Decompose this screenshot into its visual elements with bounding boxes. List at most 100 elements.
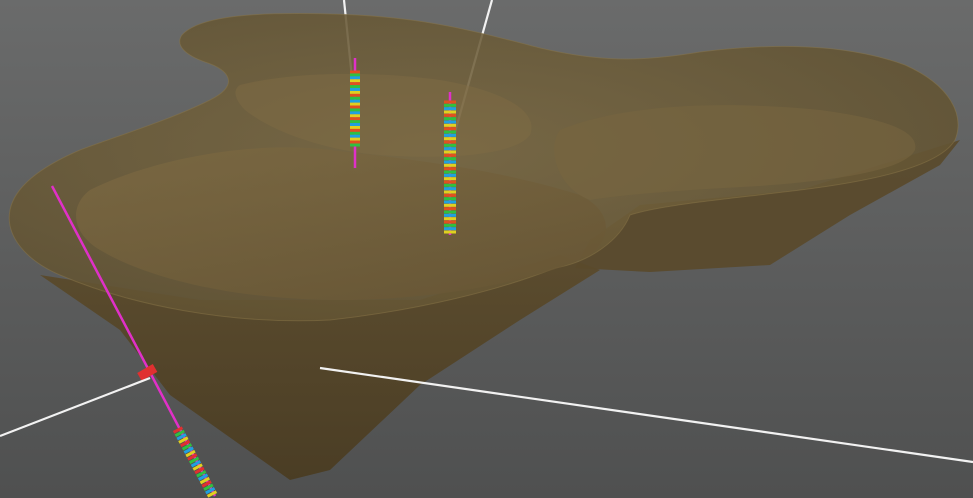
borehole-interval-marker bbox=[350, 82, 360, 86]
borehole-interval-marker bbox=[181, 443, 193, 451]
borehole-interval-marker bbox=[350, 137, 360, 141]
borehole-interval-marker bbox=[350, 111, 360, 115]
borehole-interval-marker bbox=[444, 187, 456, 191]
borehole-interval-marker bbox=[444, 140, 456, 144]
borehole-interval-marker bbox=[350, 88, 360, 92]
borehole-interval-marker bbox=[350, 79, 360, 83]
borehole-interval-marker bbox=[444, 153, 456, 157]
borehole-interval-marker bbox=[196, 470, 207, 478]
excavation-surface[interactable] bbox=[8, 12, 960, 480]
borehole-interval-marker bbox=[350, 73, 360, 77]
borehole-interval-marker bbox=[176, 433, 187, 441]
borehole-interval-marker bbox=[444, 213, 456, 217]
surface-inner-basin-left bbox=[235, 73, 532, 157]
borehole-interval-marker bbox=[444, 173, 456, 177]
borehole-interval-marker bbox=[183, 446, 194, 454]
borehole-interval-marker bbox=[350, 85, 360, 89]
borehole-interval-marker bbox=[206, 490, 218, 498]
borehole-interval-marker bbox=[444, 133, 456, 137]
borehole-interval-marker bbox=[190, 460, 202, 468]
borehole-interval-marker bbox=[350, 93, 360, 97]
borehole-interval-marker bbox=[444, 203, 456, 207]
borehole-interval-marker bbox=[174, 429, 185, 438]
borehole-interval-marker bbox=[350, 90, 360, 94]
borehole-interval-marker bbox=[444, 100, 456, 104]
borehole-interval-marker bbox=[444, 163, 456, 167]
borehole-interval-marker bbox=[444, 207, 456, 211]
borehole-interval-marker bbox=[350, 96, 360, 100]
surface-cone-underside bbox=[40, 255, 600, 480]
reference-line-bottom-right bbox=[319, 366, 973, 464]
borehole-interval-marker bbox=[444, 210, 456, 214]
reference-lines-front bbox=[0, 366, 973, 464]
surface-inner-pit bbox=[76, 147, 607, 300]
borehole-interval-marker bbox=[444, 157, 456, 161]
borehole-interval-marker bbox=[350, 140, 360, 144]
borehole-interval-marker bbox=[350, 143, 360, 147]
borehole-interval-marker bbox=[444, 117, 456, 121]
borehole-interval-marker bbox=[350, 134, 360, 138]
borehole-interval-marker bbox=[444, 143, 456, 147]
borehole-3-trace bbox=[50, 185, 217, 497]
borehole-interval-marker bbox=[350, 128, 360, 132]
borehole-interval-marker bbox=[444, 217, 456, 221]
borehole-interval-marker bbox=[350, 99, 360, 103]
borehole-interval-marker bbox=[444, 180, 456, 184]
borehole-interval-marker bbox=[444, 127, 456, 131]
borehole-interval-marker bbox=[350, 108, 360, 112]
borehole-interval-marker bbox=[185, 449, 196, 458]
surface-inner-basin-right bbox=[554, 105, 916, 200]
borehole-interval-marker bbox=[444, 110, 456, 114]
borehole-interval-marker bbox=[201, 480, 212, 488]
borehole-interval-marker bbox=[350, 125, 360, 129]
borehole-3-collar-marker bbox=[137, 364, 158, 381]
reference-line-bottom-left bbox=[0, 376, 151, 438]
borehole-2[interactable] bbox=[444, 92, 456, 235]
borehole-interval-marker bbox=[444, 170, 456, 174]
borehole-3-inclined[interactable] bbox=[50, 185, 218, 498]
borehole-interval-marker bbox=[205, 486, 216, 495]
borehole-interval-marker bbox=[444, 137, 456, 141]
borehole-interval-marker bbox=[444, 227, 456, 231]
borehole-interval-marker bbox=[444, 103, 456, 107]
borehole-interval-marker bbox=[199, 476, 210, 485]
borehole-2-markers bbox=[444, 100, 456, 234]
borehole-interval-marker bbox=[350, 105, 360, 109]
borehole-interval-marker bbox=[444, 200, 456, 204]
borehole-interval-marker bbox=[350, 120, 360, 124]
borehole-interval-marker bbox=[444, 197, 456, 201]
borehole-3-markers bbox=[172, 426, 218, 498]
borehole-interval-marker bbox=[350, 123, 360, 127]
borehole-interval-marker bbox=[350, 114, 360, 118]
borehole-interval-marker bbox=[444, 167, 456, 171]
borehole-interval-marker bbox=[444, 160, 456, 164]
borehole-1-markers bbox=[350, 70, 360, 147]
borehole-interval-marker bbox=[350, 102, 360, 106]
borehole-interval-marker bbox=[350, 76, 360, 80]
borehole-interval-marker bbox=[444, 130, 456, 134]
borehole-interval-marker bbox=[350, 70, 360, 74]
borehole-interval-marker bbox=[188, 456, 200, 464]
borehole-interval-marker bbox=[444, 107, 456, 111]
borehole-interval-marker bbox=[444, 183, 456, 187]
borehole-interval-marker bbox=[172, 426, 184, 434]
borehole-interval-marker bbox=[444, 123, 456, 127]
borehole-interval-marker bbox=[444, 193, 456, 197]
borehole-interval-marker bbox=[444, 113, 456, 117]
borehole-1[interactable] bbox=[350, 58, 360, 168]
borehole-interval-marker bbox=[444, 190, 456, 194]
borehole-interval-marker bbox=[350, 131, 360, 135]
borehole-interval-marker bbox=[192, 463, 203, 471]
borehole-interval-marker bbox=[444, 223, 456, 227]
borehole-interval-marker bbox=[350, 117, 360, 121]
borehole-interval-marker bbox=[444, 120, 456, 124]
borehole-interval-marker bbox=[444, 220, 456, 224]
borehole-interval-marker bbox=[444, 150, 456, 154]
borehole-interval-marker bbox=[444, 177, 456, 181]
borehole-interval-marker bbox=[197, 473, 209, 481]
borehole-interval-marker bbox=[180, 439, 191, 448]
borehole-interval-marker bbox=[444, 230, 456, 234]
borehole-interval-marker bbox=[178, 436, 189, 444]
